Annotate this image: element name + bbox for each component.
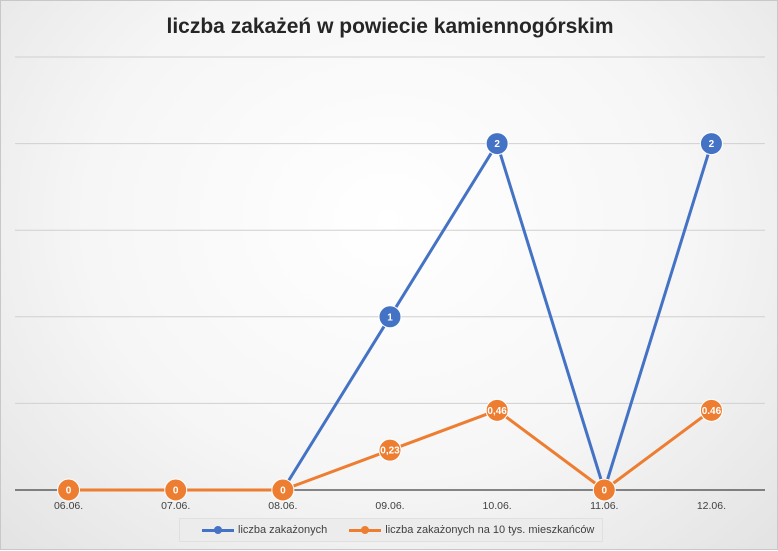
x-tick-label: 08.06. [268,500,297,512]
data-point-marker [271,478,295,502]
data-point-marker [378,438,402,462]
data-label: 2 [494,139,500,150]
legend-item-series-1: liczba zakażonych [202,524,327,536]
data-point-marker [378,305,402,329]
data-label: 0 [280,486,286,497]
x-tick-label: 06.06. [54,500,83,512]
data-label: 0,23 [380,446,400,457]
legend: liczba zakażonych liczba zakażonych na 1… [179,518,603,542]
data-point-marker [164,478,188,502]
data-label: 0 [602,486,608,497]
data-point-marker [699,132,723,156]
x-tick-label: 09.06. [375,500,404,512]
data-label: 0 [173,486,179,497]
data-point-marker [592,478,616,502]
data-label: 2 [709,139,715,150]
data-point-marker [485,398,509,422]
chart-title: liczba zakażeń w powiecie kamiennogórski… [166,15,614,38]
legend-item-series-2: liczba zakażonych na 10 tys. mieszkańców [349,524,594,536]
data-label: 0.46 [702,406,722,417]
data-label: 1 [387,312,393,323]
x-tick-label: 11.06. [590,500,618,512]
legend-label-series-2: liczba zakażonych na 10 tys. mieszkańców [385,524,595,536]
x-tick-label: 12.06. [697,500,726,512]
data-label: 0 [66,486,72,497]
data-label: 0,46 [487,406,507,417]
legend-label-series-1: liczba zakażonych [238,524,328,536]
x-tick-label: 10.06. [483,500,512,512]
legend-key-series-2 [349,525,382,535]
legend-key-series-1 [202,525,234,535]
data-point-marker [57,478,81,502]
x-tick-label: 07.06. [161,500,190,512]
data-point-marker [485,132,509,156]
data-point-marker [699,398,723,422]
